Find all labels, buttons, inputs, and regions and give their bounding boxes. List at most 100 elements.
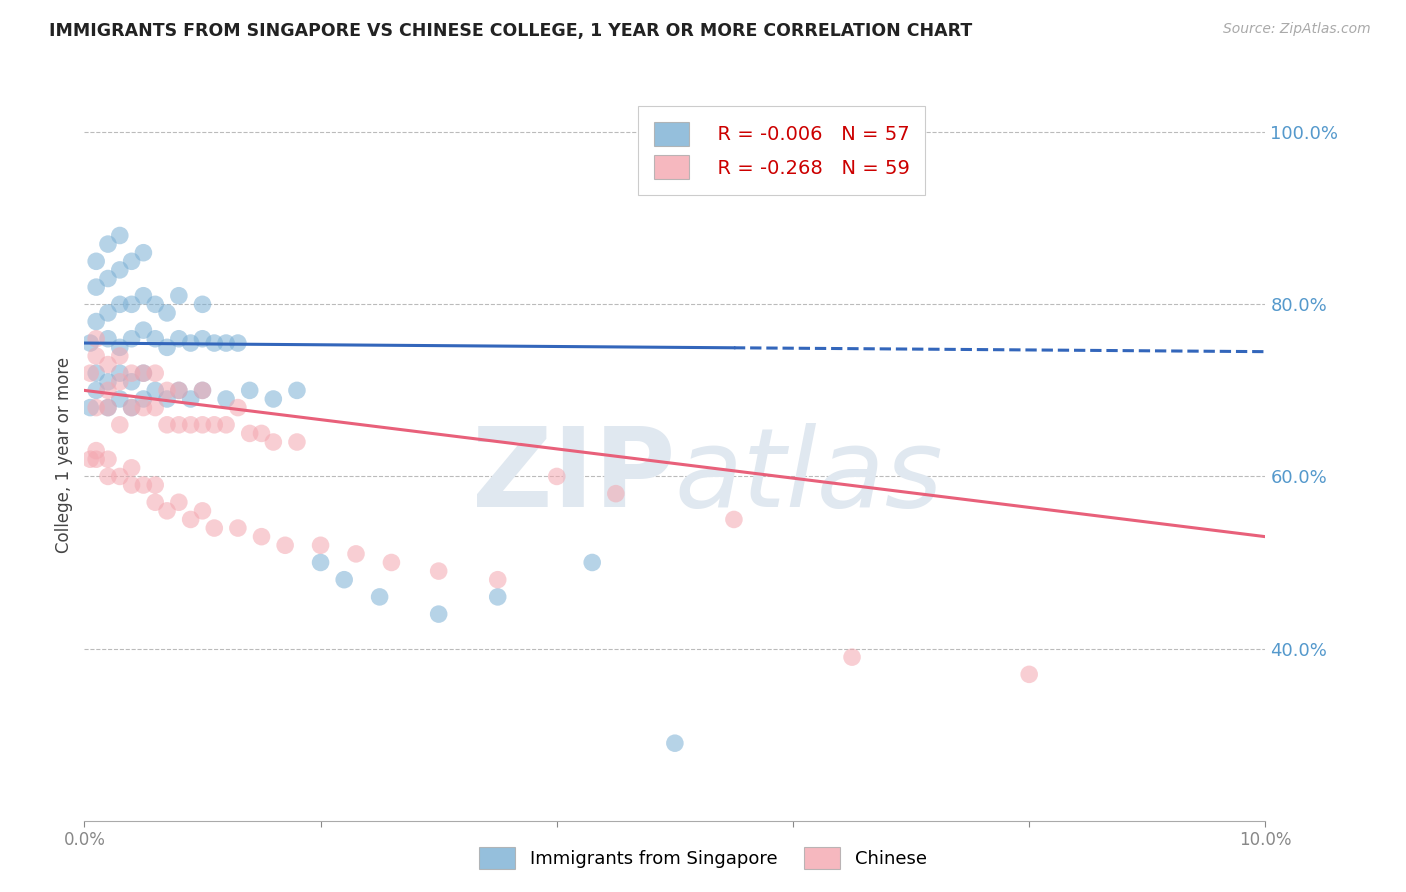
Text: IMMIGRANTS FROM SINGAPORE VS CHINESE COLLEGE, 1 YEAR OR MORE CORRELATION CHART: IMMIGRANTS FROM SINGAPORE VS CHINESE COL… — [49, 22, 973, 40]
Point — [262, 392, 284, 406]
Point — [132, 478, 155, 492]
Point — [97, 306, 120, 320]
Point — [486, 573, 509, 587]
Point — [79, 366, 101, 380]
Point — [841, 650, 863, 665]
Point — [180, 336, 202, 351]
Point — [97, 401, 120, 415]
Point — [143, 384, 166, 398]
Point — [121, 401, 143, 415]
Point — [309, 538, 332, 552]
Point — [191, 332, 214, 346]
Point — [108, 228, 131, 243]
Point — [108, 263, 131, 277]
Point — [344, 547, 367, 561]
Point — [156, 392, 179, 406]
Point — [108, 297, 131, 311]
Point — [167, 289, 190, 303]
Point — [108, 349, 131, 363]
Point — [97, 401, 120, 415]
Point — [108, 417, 131, 432]
Point — [581, 556, 603, 570]
Point — [1018, 667, 1040, 681]
Point — [132, 289, 155, 303]
Point — [226, 401, 249, 415]
Point — [180, 417, 202, 432]
Point — [121, 254, 143, 268]
Point — [380, 556, 402, 570]
Point — [79, 336, 101, 351]
Point — [132, 392, 155, 406]
Point — [97, 358, 120, 372]
Point — [143, 478, 166, 492]
Point — [215, 336, 238, 351]
Point — [97, 469, 120, 483]
Point — [250, 426, 273, 441]
Point — [368, 590, 391, 604]
Point — [143, 366, 166, 380]
Point — [156, 504, 179, 518]
Point — [97, 452, 120, 467]
Point — [97, 375, 120, 389]
Point — [191, 297, 214, 311]
Point — [167, 332, 190, 346]
Point — [239, 426, 262, 441]
Point — [167, 384, 190, 398]
Point — [333, 573, 356, 587]
Point — [108, 392, 131, 406]
Point — [121, 297, 143, 311]
Point — [723, 512, 745, 526]
Point — [202, 417, 225, 432]
Point — [84, 280, 107, 294]
Point — [84, 254, 107, 268]
Point — [132, 366, 155, 380]
Text: atlas: atlas — [675, 424, 943, 531]
Legend: Immigrants from Singapore, Chinese: Immigrants from Singapore, Chinese — [470, 838, 936, 879]
Point — [274, 538, 297, 552]
Point — [486, 590, 509, 604]
Point — [84, 366, 107, 380]
Point — [427, 564, 450, 578]
Point — [79, 452, 101, 467]
Point — [97, 237, 120, 252]
Text: Source: ZipAtlas.com: Source: ZipAtlas.com — [1223, 22, 1371, 37]
Point — [156, 417, 179, 432]
Point — [191, 384, 214, 398]
Point — [84, 452, 107, 467]
Point — [79, 401, 101, 415]
Point — [202, 336, 225, 351]
Point — [121, 478, 143, 492]
Point — [546, 469, 568, 483]
Point — [84, 401, 107, 415]
Point — [167, 384, 190, 398]
Point — [156, 306, 179, 320]
Point — [143, 297, 166, 311]
Point — [121, 375, 143, 389]
Point — [108, 366, 131, 380]
Point — [226, 521, 249, 535]
Y-axis label: College, 1 year or more: College, 1 year or more — [55, 357, 73, 553]
Point — [84, 314, 107, 328]
Point — [132, 323, 155, 337]
Point — [250, 530, 273, 544]
Point — [180, 512, 202, 526]
Point — [605, 486, 627, 500]
Point — [84, 443, 107, 458]
Point — [285, 384, 308, 398]
Point — [239, 384, 262, 398]
Point — [262, 435, 284, 450]
Point — [84, 349, 107, 363]
Point — [143, 401, 166, 415]
Point — [97, 384, 120, 398]
Legend:   R = -0.006   N = 57,   R = -0.268   N = 59: R = -0.006 N = 57, R = -0.268 N = 59 — [638, 106, 925, 194]
Point — [108, 469, 131, 483]
Point — [226, 336, 249, 351]
Point — [427, 607, 450, 621]
Point — [191, 384, 214, 398]
Point — [108, 340, 131, 354]
Point — [97, 271, 120, 285]
Point — [143, 332, 166, 346]
Point — [156, 384, 179, 398]
Point — [167, 417, 190, 432]
Point — [84, 332, 107, 346]
